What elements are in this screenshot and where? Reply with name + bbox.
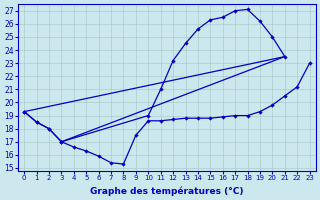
X-axis label: Graphe des températures (°C): Graphe des températures (°C): [90, 186, 244, 196]
